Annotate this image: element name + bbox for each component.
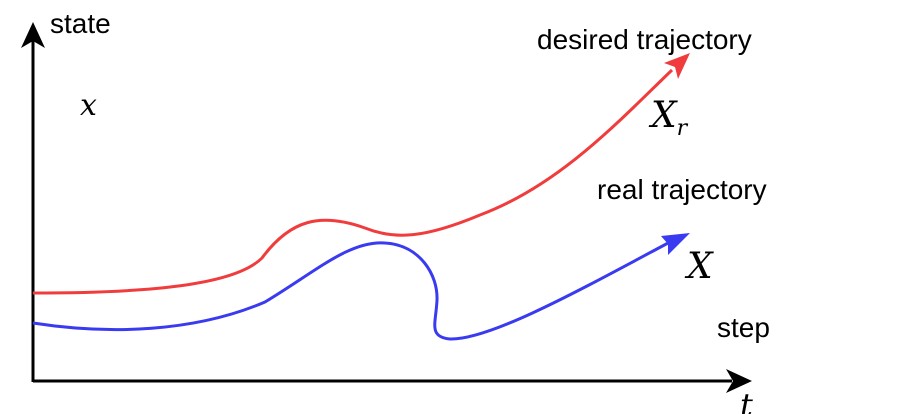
real-trajectory-symbol: X (687, 246, 713, 287)
desired-symbol-base: X (651, 95, 677, 136)
desired-trajectory-curve (32, 68, 674, 295)
x-axis-arrowhead (726, 369, 752, 393)
desired-trajectory-arrowhead (664, 53, 690, 79)
x-axis-label: step (717, 312, 770, 343)
real-trajectory-label: real trajectory (597, 174, 767, 205)
desired-trajectory-label: desired trajectory (537, 24, 752, 55)
time-variable-label: t (740, 386, 753, 414)
y-axis-arrowhead (21, 22, 45, 48)
state-variable-label: x (80, 88, 97, 123)
desired-trajectory-symbol: Xr (651, 95, 687, 141)
y-axis-label: state (50, 8, 111, 39)
real-trajectory-curve (32, 240, 671, 341)
desired-symbol-subscript: r (676, 116, 688, 142)
real-trajectory-arrowhead (661, 233, 690, 255)
